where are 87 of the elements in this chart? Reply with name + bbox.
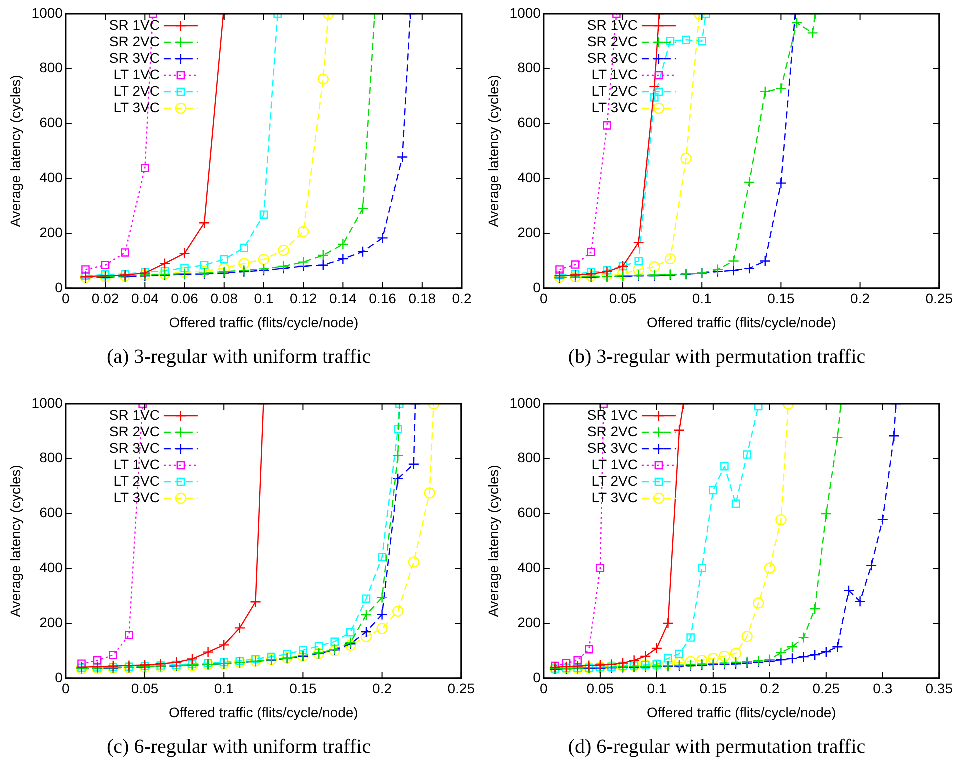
y-axis-title: Average latency (cycles) — [485, 75, 502, 228]
x-tick-label: 0.14 — [330, 290, 358, 307]
x-tick-label: 0.2 — [850, 290, 870, 307]
legend-label: LT 1VC — [592, 66, 638, 82]
y-tick-label: 1000 — [510, 4, 542, 21]
y-axis-title: Average latency (cycles) — [7, 75, 24, 228]
y-tick-label: 600 — [40, 114, 64, 131]
x-tick-label: 0.2 — [372, 680, 392, 697]
y-tick-label: 200 — [518, 224, 542, 240]
y-tick-label: 1000 — [32, 394, 64, 411]
legend-label: SR 2VC — [109, 423, 160, 440]
y-tick-label: 1000 — [32, 4, 64, 21]
y-tick-label: 1000 — [510, 394, 542, 411]
y-tick-label: 600 — [518, 504, 542, 521]
y-tick-label: 200 — [40, 614, 64, 630]
x-tick-label: 0.08 — [210, 290, 238, 307]
x-axis-title: Offered traffic (flits/cycle/node) — [168, 704, 358, 720]
x-tick-label: 0.05 — [609, 290, 637, 307]
y-tick-label: 0 — [533, 669, 542, 686]
y-tick-label: 800 — [40, 450, 64, 466]
x-tick-label: 0.2 — [452, 290, 472, 307]
x-tick-label: 0.06 — [171, 290, 199, 307]
y-tick-label: 200 — [518, 614, 542, 630]
y-tick-label: 400 — [40, 560, 64, 576]
legend-label: SR 2VC — [587, 423, 638, 440]
legend-label: SR 1VC — [587, 406, 638, 423]
x-tick-label: 0.35 — [926, 680, 954, 697]
legend-label: SR 1VC — [587, 16, 638, 33]
x-tick-label: 0.04 — [132, 290, 159, 307]
legend-label: SR 3VC — [109, 50, 160, 66]
y-tick-label: 400 — [518, 170, 542, 186]
legend-label: LT 1VC — [114, 66, 160, 82]
y-tick-label: 0 — [55, 279, 64, 296]
x-axis-title: Offered traffic (flits/cycle/node) — [169, 314, 359, 330]
y-tick-label: 800 — [518, 450, 542, 466]
text: (a) 3-regular with uniform traffic — [106, 346, 372, 369]
legend-label: LT 1VC — [592, 456, 638, 472]
x-tick-label: 0.12 — [290, 290, 318, 307]
y-tick-label: 0 — [533, 279, 542, 296]
text: (d) 6-regular with permutation traffic — [567, 736, 867, 759]
y-tick-label: 400 — [40, 170, 64, 186]
legend-label: LT 3VC — [592, 99, 638, 116]
legend-label: SR 3VC — [587, 440, 638, 456]
legend-label: LT 2VC — [114, 472, 160, 489]
legend-label: LT 3VC — [114, 489, 160, 506]
y-tick-label: 400 — [518, 560, 542, 576]
x-tick-label: 0.02 — [92, 290, 120, 307]
legend-label: LT 3VC — [592, 489, 638, 506]
y-tick-label: 600 — [40, 504, 64, 521]
legend-label: SR 2VC — [109, 33, 160, 50]
legend-label: LT 2VC — [114, 82, 160, 99]
y-tick-label: 600 — [518, 114, 542, 131]
y-tick-label: 800 — [40, 60, 64, 76]
x-tick-label: 0.05 — [586, 680, 614, 697]
legend-label: SR 1VC — [109, 16, 160, 33]
y-axis-title: Average latency (cycles) — [7, 465, 24, 618]
x-tick-label: 0.2 — [760, 680, 780, 697]
x-axis-title: Offered traffic (flits/cycle/node) — [646, 314, 836, 330]
x-tick-label: 0.3 — [873, 680, 893, 697]
x-tick-label: 0.15 — [700, 680, 728, 697]
x-tick-label: 0.15 — [768, 290, 796, 307]
legend-label: LT 2VC — [592, 82, 638, 99]
x-tick-label: 0.1 — [254, 290, 274, 307]
x-tick-label: 0.1 — [692, 290, 712, 307]
x-tick-label: 0.16 — [369, 290, 397, 307]
x-tick-label: 0.1 — [647, 680, 667, 697]
legend-label: LT 2VC — [592, 472, 638, 489]
legend-label: LT 3VC — [114, 99, 160, 116]
legend-label: SR 3VC — [587, 50, 638, 66]
legend-label: LT 1VC — [114, 456, 160, 472]
y-axis-title: Average latency (cycles) — [485, 465, 502, 618]
x-tick-label: 0.18 — [408, 290, 436, 307]
text: (b) 3-regular with permutation traffic — [567, 346, 867, 369]
x-axis-title: Offered traffic (flits/cycle/node) — [646, 704, 836, 720]
x-tick-label: 0.1 — [214, 680, 234, 697]
x-tick-label: 0.15 — [290, 680, 318, 697]
x-tick-label: 0.25 — [448, 680, 476, 697]
legend-label: SR 2VC — [587, 33, 638, 50]
x-tick-label: 0.05 — [131, 680, 159, 697]
y-tick-label: 200 — [40, 224, 64, 240]
text: (c) 6-regular with uniform traffic — [106, 736, 372, 759]
y-tick-label: 0 — [55, 669, 64, 686]
y-tick-label: 800 — [518, 60, 542, 76]
x-tick-label: 0.25 — [926, 290, 954, 307]
x-tick-label: 0.25 — [812, 680, 840, 697]
legend-label: SR 3VC — [109, 440, 160, 456]
legend-label: SR 1VC — [109, 406, 160, 423]
